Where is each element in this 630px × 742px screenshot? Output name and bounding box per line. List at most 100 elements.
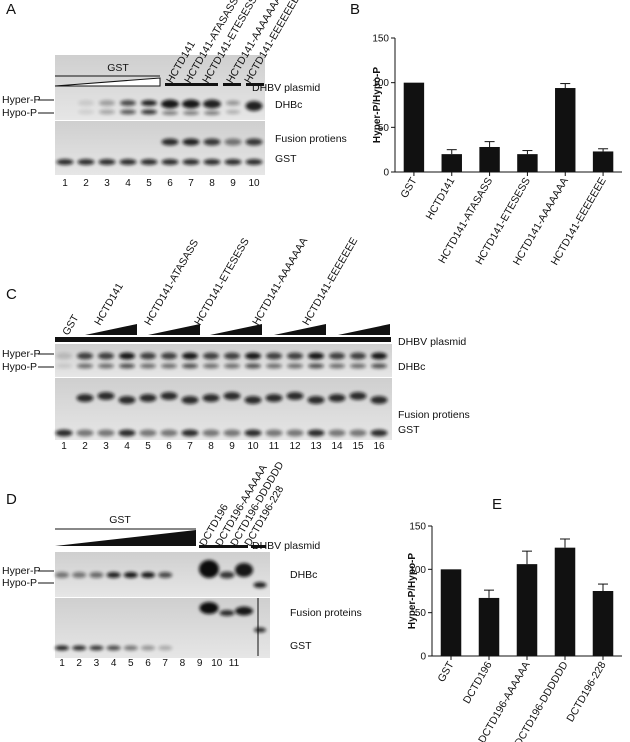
band <box>182 99 200 109</box>
lane-number: 9 <box>197 658 203 669</box>
band <box>226 100 240 106</box>
band <box>98 363 114 369</box>
band <box>139 429 157 437</box>
lane-number: 6 <box>145 658 151 669</box>
band <box>158 645 173 651</box>
band-label: Hypo-P <box>2 577 37 589</box>
band <box>118 429 136 437</box>
error-bar <box>484 589 494 598</box>
band <box>308 352 324 360</box>
condition-label: DHBV plasmid <box>398 336 466 348</box>
band <box>56 363 72 369</box>
band <box>203 159 221 165</box>
band <box>141 572 155 578</box>
lane-number: 2 <box>76 658 82 669</box>
blot-label: GST <box>275 153 297 165</box>
group-label: HCTD141-ATASASS <box>142 237 201 327</box>
band <box>182 352 198 360</box>
band <box>203 138 221 146</box>
ramp <box>210 324 262 335</box>
lane-number: 11 <box>229 658 240 669</box>
lane-number: 14 <box>331 441 343 452</box>
y-tick-label: 100 <box>372 78 389 89</box>
band <box>307 396 325 404</box>
y-tick-label: 0 <box>383 168 389 179</box>
band <box>183 111 199 115</box>
bar <box>478 597 500 656</box>
blot-label: GST <box>290 640 312 652</box>
lane-number: 1 <box>59 658 65 669</box>
blot-label: DHBc <box>275 99 302 111</box>
condition-bar <box>251 545 266 548</box>
bar <box>440 569 462 656</box>
band-label: Hypo-P <box>2 361 37 373</box>
band <box>181 429 199 437</box>
lane-number: 3 <box>94 658 100 669</box>
band <box>106 645 121 651</box>
error-bar <box>598 583 608 591</box>
band <box>287 352 303 360</box>
lane-number: 7 <box>188 178 194 189</box>
band <box>140 363 156 369</box>
band <box>328 429 346 437</box>
band <box>97 392 115 400</box>
band <box>265 394 283 402</box>
band <box>244 429 262 437</box>
blot-label: DHBc <box>290 569 317 581</box>
bar <box>517 154 538 172</box>
y-tick-label: 0 <box>420 652 426 663</box>
x-tick-label: GST <box>398 175 419 200</box>
lane-number: 4 <box>111 658 117 669</box>
band <box>245 352 261 360</box>
band-label: Hyper-P <box>2 348 41 360</box>
band <box>161 99 179 109</box>
condition-bar <box>223 83 241 86</box>
group-label: HCTD141-AAAAAAA <box>250 236 310 328</box>
band <box>223 392 241 400</box>
x-tick-label: DCTD196 <box>461 659 495 706</box>
bar <box>554 547 576 656</box>
band <box>140 352 156 360</box>
band <box>224 352 240 360</box>
band <box>371 352 387 360</box>
panel-letter: B <box>350 1 360 18</box>
ramp <box>85 324 137 335</box>
lane-number: 8 <box>209 178 215 189</box>
band <box>120 109 136 115</box>
band <box>244 396 262 404</box>
band <box>56 352 72 360</box>
band <box>55 429 73 437</box>
lane-number: 2 <box>82 441 88 452</box>
band <box>140 159 158 165</box>
band <box>72 645 87 651</box>
band <box>141 645 155 651</box>
band <box>307 429 325 437</box>
band <box>203 363 219 369</box>
lane-number: 2 <box>83 178 89 189</box>
band <box>55 572 69 578</box>
band <box>199 602 219 614</box>
lane-number: 9 <box>230 178 236 189</box>
y-tick-label: 150 <box>409 522 426 533</box>
band <box>204 111 220 115</box>
y-tick-label: 50 <box>415 608 427 619</box>
lane-number: 7 <box>187 441 193 452</box>
band <box>99 100 115 106</box>
band <box>286 429 304 437</box>
bar <box>479 146 500 172</box>
condition-bar <box>246 83 264 86</box>
band <box>160 392 178 400</box>
lane-number: 9 <box>229 441 235 452</box>
band <box>370 429 388 437</box>
bar <box>592 151 614 172</box>
band <box>266 352 282 360</box>
band <box>161 363 177 369</box>
blot-label: GST <box>398 424 420 436</box>
band <box>223 429 241 437</box>
y-tick-label: 50 <box>378 123 390 134</box>
band <box>120 100 136 106</box>
band <box>182 159 200 165</box>
band <box>350 363 366 369</box>
lane-number: 16 <box>373 441 385 452</box>
